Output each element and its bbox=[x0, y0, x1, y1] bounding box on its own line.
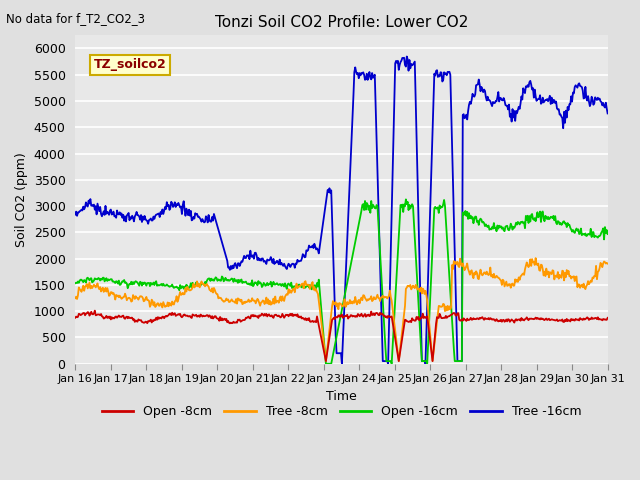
Title: Tonzi Soil CO2 Profile: Lower CO2: Tonzi Soil CO2 Profile: Lower CO2 bbox=[215, 15, 468, 30]
Legend: Open -8cm, Tree -8cm, Open -16cm, Tree -16cm: Open -8cm, Tree -8cm, Open -16cm, Tree -… bbox=[97, 400, 586, 423]
X-axis label: Time: Time bbox=[326, 390, 357, 403]
Text: TZ_soilco2: TZ_soilco2 bbox=[94, 59, 166, 72]
Y-axis label: Soil CO2 (ppm): Soil CO2 (ppm) bbox=[15, 152, 28, 247]
Text: No data for f_T2_CO2_3: No data for f_T2_CO2_3 bbox=[6, 12, 145, 25]
